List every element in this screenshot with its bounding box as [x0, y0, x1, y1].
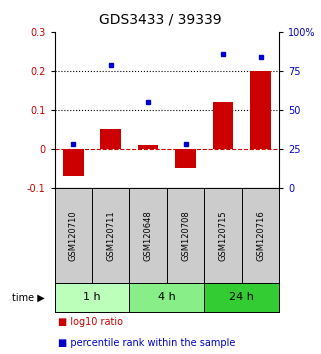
Bar: [100, 129, 121, 149]
Bar: [250, 71, 271, 149]
Text: GSM120716: GSM120716: [256, 210, 265, 261]
Text: 4 h: 4 h: [158, 292, 176, 302]
Text: 24 h: 24 h: [230, 292, 254, 302]
Text: GSM120711: GSM120711: [106, 210, 115, 261]
Bar: [138, 145, 159, 149]
Bar: [213, 102, 233, 149]
Text: GDS3433 / 39339: GDS3433 / 39339: [99, 12, 222, 27]
Text: GSM120648: GSM120648: [144, 210, 153, 261]
Text: GSM120708: GSM120708: [181, 210, 190, 261]
Text: GSM120710: GSM120710: [69, 210, 78, 261]
Bar: [63, 149, 83, 176]
Text: time ▶: time ▶: [12, 292, 45, 302]
Text: ■ percentile rank within the sample: ■ percentile rank within the sample: [58, 338, 235, 348]
Text: 1 h: 1 h: [83, 292, 101, 302]
Text: GSM120715: GSM120715: [219, 210, 228, 261]
Text: ■ log10 ratio: ■ log10 ratio: [58, 317, 123, 327]
Bar: [175, 149, 196, 168]
